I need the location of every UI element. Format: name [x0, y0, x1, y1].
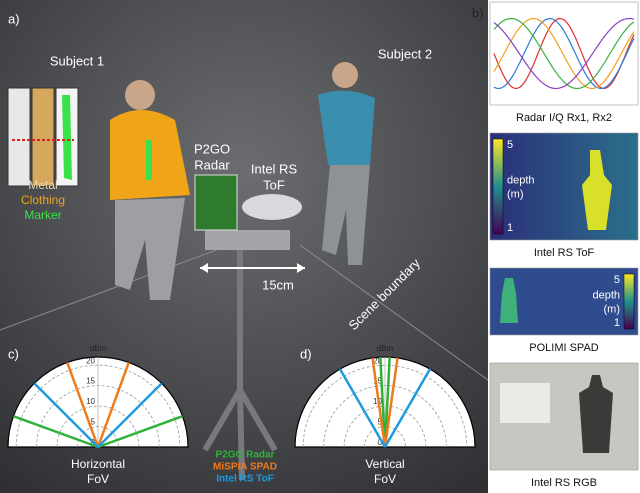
signal-trace	[493, 17, 635, 90]
legend-entry: MiSPIA SPAD	[213, 462, 277, 473]
grid-ring	[15, 364, 181, 448]
colorbar-tick: 5	[614, 274, 620, 286]
tripod	[202, 250, 278, 481]
radar-board	[194, 174, 238, 231]
marker-legend-text: Metal	[28, 178, 57, 192]
subject-label: Subject 1	[50, 53, 104, 68]
tof-camera	[242, 194, 302, 220]
person-silhouette	[500, 278, 518, 323]
floor-line	[0, 244, 231, 331]
colorbar	[492, 138, 504, 235]
wall-window	[500, 383, 550, 423]
marker-legend-text: Marker	[24, 208, 61, 222]
colorbar	[623, 273, 635, 330]
marker-shape	[62, 95, 72, 180]
panel-label: b)	[472, 5, 484, 20]
subject-label: Subject 2	[378, 46, 432, 61]
unit-label: dBm	[377, 344, 394, 353]
fov-line	[97, 415, 183, 449]
panel-caption: Radar I/Q Rx1, Rx2	[516, 112, 612, 124]
fov-line	[13, 415, 99, 449]
legend-entry: Intel RS ToF	[216, 474, 274, 485]
baseline-label: 15cm	[262, 277, 294, 292]
r-tick-label: 5	[91, 418, 96, 427]
r-tick-label: 5	[378, 418, 383, 427]
fov-line	[383, 368, 432, 448]
r-tick-label: 20	[86, 356, 95, 365]
r-tick-label: 15	[373, 377, 382, 386]
r-tick-label: 20	[373, 356, 382, 365]
side-panel	[489, 132, 639, 241]
colorbar-label: (m)	[604, 303, 621, 315]
signal-trace	[493, 17, 635, 90]
fov-line	[383, 357, 399, 448]
signal-trace	[493, 17, 635, 90]
panel-caption: Intel RS ToF	[534, 247, 595, 259]
signal-trace	[493, 17, 635, 90]
fov-line	[338, 368, 387, 448]
colorbar-tick: 1	[614, 317, 620, 329]
radar-label: Radar	[194, 157, 230, 172]
mount-plate	[205, 230, 290, 250]
signal-trace	[493, 17, 635, 90]
polar-title: Horizontal	[71, 457, 125, 471]
metal-image	[7, 87, 31, 187]
fov-line	[383, 357, 391, 448]
colorbar-label: depth	[592, 289, 620, 301]
colorbar-tick: 5	[507, 139, 513, 151]
person-photo	[579, 375, 613, 453]
fov-line	[33, 382, 99, 448]
tof-label: ToF	[263, 177, 285, 192]
subject-2-figure	[318, 62, 375, 265]
colorbar-label: depth	[507, 174, 535, 186]
fov-line	[96, 362, 130, 448]
radar-label: P2GO	[194, 141, 230, 156]
r-tick-label: 15	[86, 377, 95, 386]
grid-ring	[302, 365, 468, 448]
fov-line	[66, 362, 100, 448]
fov-line	[379, 357, 387, 448]
fov-line	[371, 357, 387, 448]
clothing-image	[31, 87, 55, 187]
colorbar-tick: 1	[507, 222, 513, 234]
panel-label: c)	[8, 346, 19, 361]
person-silhouette	[582, 150, 612, 230]
tof-label: Intel RS	[251, 161, 298, 176]
r-tick-label: 10	[86, 397, 95, 406]
legend-entry: P2GO Radar	[216, 450, 275, 461]
marker-legend-text: Clothing	[21, 193, 65, 207]
unit-label: dBm	[90, 344, 107, 353]
floor-line	[299, 244, 489, 381]
polar-title: Vertical	[365, 457, 404, 471]
r-tick-label: 0	[378, 438, 383, 447]
panel-label: a)	[8, 11, 20, 26]
side-panel	[489, 1, 639, 106]
panel-caption: Intel RS RGB	[531, 477, 597, 489]
colorbar-label: (m)	[507, 188, 524, 200]
grid-ring	[56, 405, 140, 448]
panel-caption: POLIMI SPAD	[529, 342, 599, 354]
panel-label: d)	[300, 346, 312, 361]
polar-title: FoV	[87, 472, 109, 486]
grid-ring	[343, 405, 427, 448]
polar-title: FoV	[374, 472, 396, 486]
subject-1-figure	[110, 80, 190, 300]
fov-line	[97, 382, 163, 448]
